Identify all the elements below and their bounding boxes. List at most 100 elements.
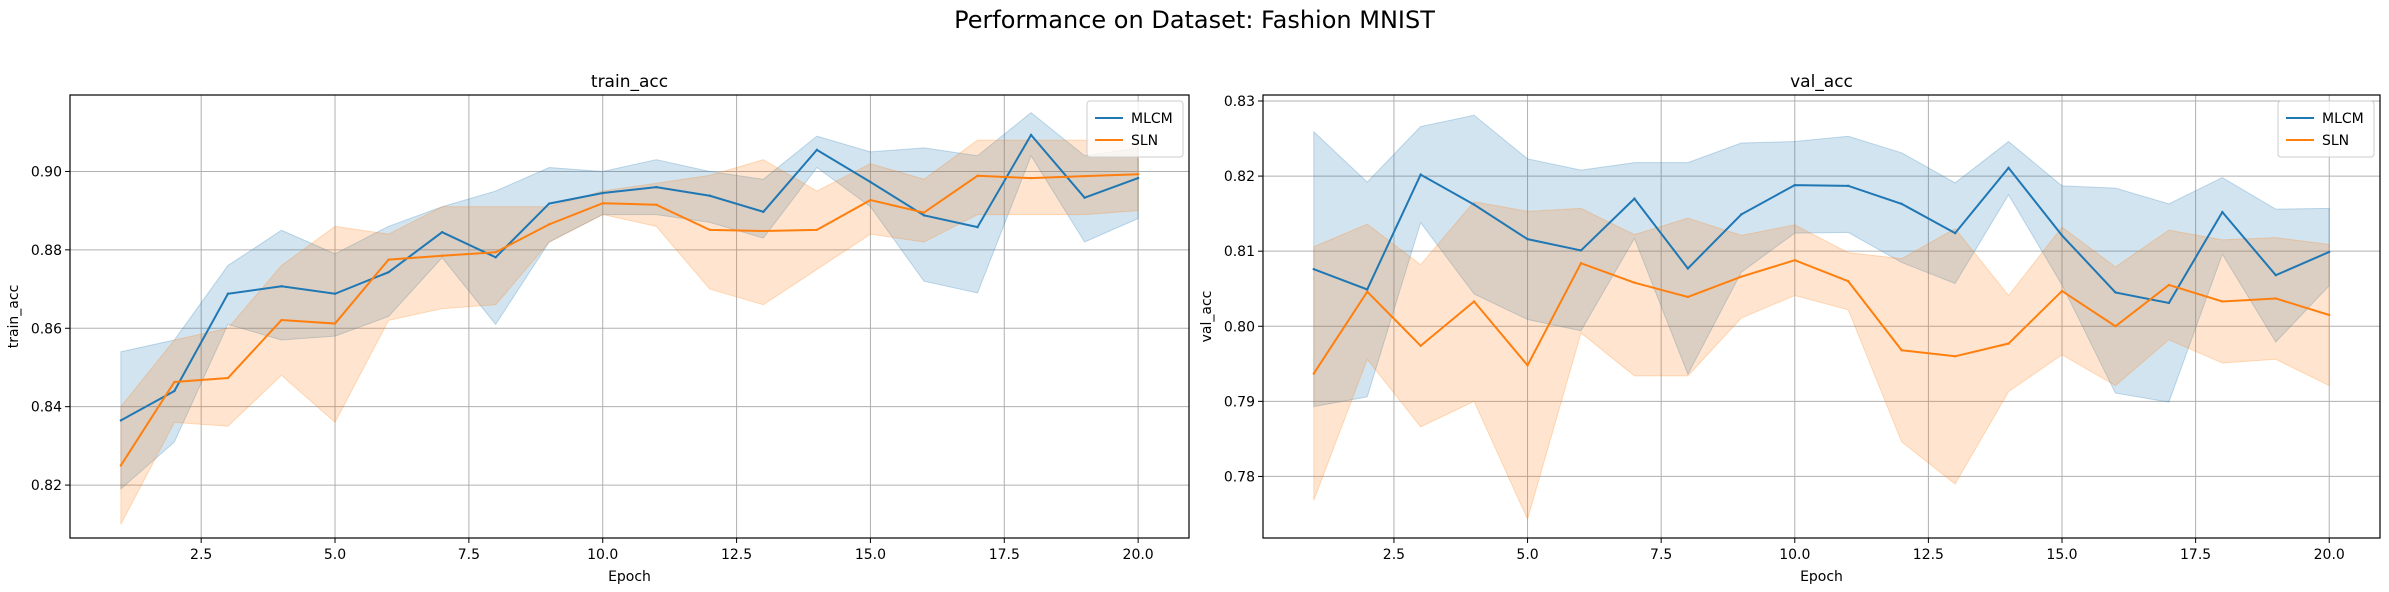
data-point-SLN [655, 203, 658, 206]
data-point-MLCM [869, 180, 872, 184]
y-axis-label: train_acc [6, 285, 22, 349]
x-tick-label: 20.0 [2314, 547, 2345, 563]
data-point-SLN [1472, 300, 1476, 303]
panel-val_acc: 2.5 5.0 7.5 10.0 12.5 15.0 17.5 20.0 0.78 0.79 0.8… [1199, 72, 2381, 585]
data-point-SLN [1419, 344, 1422, 347]
axes-frame [1262, 94, 2381, 539]
data-point-SLN [1029, 176, 1033, 180]
x-tick-label: 10.0 [1779, 547, 1810, 563]
x-tick-label: 15.0 [855, 547, 886, 563]
x-tick-label: 2.5 [1383, 547, 1405, 563]
data-point-MLCM [2274, 274, 2277, 277]
data-point-MLCM [119, 419, 123, 422]
data-point-MLCM [1953, 231, 1957, 235]
series-line-MLCM [1313, 166, 2330, 305]
data-point-MLCM [815, 148, 819, 152]
data-point-SLN [2167, 283, 2171, 287]
data-point-SLN [1793, 258, 1796, 262]
x-tick-label: 2.5 [190, 547, 212, 563]
data-point-MLCM [2060, 234, 2064, 237]
data-point-MLCM [1633, 197, 1636, 200]
x-tick-label: 15.0 [2046, 547, 2077, 563]
data-point-MLCM [280, 285, 283, 288]
legend-label-MLCM: MLCM [1131, 111, 1173, 127]
data-point-SLN [494, 251, 497, 254]
data-point-SLN [2114, 325, 2117, 328]
data-point-SLN [1526, 364, 1529, 367]
x-tick-label: 7.5 [458, 547, 480, 563]
panel-title: val_acc [1790, 72, 1853, 92]
data-point-MLCM [1419, 173, 1422, 176]
legend-label-SLN: SLN [2322, 133, 2349, 149]
band-MLCM [120, 111, 1139, 491]
series-line-SLN [120, 173, 1139, 467]
data-point-SLN [1900, 349, 1903, 352]
y-tick-label: 0.81 [1224, 244, 1255, 260]
data-point-SLN [601, 202, 604, 205]
data-point-MLCM [1366, 288, 1369, 291]
data-point-MLCM [494, 256, 497, 259]
data-point-MLCM [1793, 183, 1796, 187]
data-point-SLN [708, 228, 712, 232]
data-point-SLN [1083, 174, 1086, 178]
series-line-MLCM [120, 133, 1139, 422]
legend-box [2277, 100, 2375, 158]
data-point-SLN [2060, 289, 2064, 293]
x-tick-label: 12.5 [1913, 547, 1944, 563]
series-line-SLN [1312, 259, 2330, 375]
data-point-MLCM [226, 292, 230, 295]
data-point-MLCM [976, 225, 979, 229]
axes-frame [69, 94, 1190, 539]
data-point-SLN [1633, 281, 1636, 284]
y-tick-label: 0.90 [31, 164, 62, 180]
panel-train_acc: 2.5 5.0 7.5 10.0 12.5 15.0 17.5 20.0 0.82 0.84 0.8… [6, 72, 1190, 585]
data-point-SLN [976, 174, 979, 177]
data-point-SLN [387, 258, 390, 261]
data-point-MLCM [1686, 267, 1690, 270]
data-point-MLCM [601, 191, 604, 195]
data-point-SLN [1953, 355, 1957, 358]
legend-box [1086, 100, 1184, 158]
data-point-MLCM [173, 389, 176, 393]
data-point-MLCM [2221, 210, 2224, 214]
data-point-SLN [815, 228, 819, 232]
legend-label-SLN: SLN [1131, 133, 1158, 149]
data-point-MLCM [708, 194, 712, 197]
data-point-MLCM [1083, 196, 1086, 199]
x-tick-label: 20.0 [1123, 547, 1154, 563]
data-point-SLN [922, 211, 926, 214]
y-tick-label: 0.88 [31, 243, 62, 259]
y-tick-label: 0.83 [1224, 94, 1255, 110]
band-MLCM [1313, 114, 2330, 408]
figure-suptitle: Performance on Dataset: Fashion MNIST [954, 6, 1435, 34]
data-point-SLN [2328, 313, 2331, 317]
data-point-MLCM [762, 210, 765, 214]
data-point-MLCM [2114, 291, 2117, 294]
y-tick-label: 0.80 [1224, 319, 1255, 335]
data-point-SLN [440, 254, 444, 257]
y-tick-label: 0.78 [1224, 469, 1255, 485]
x-tick-label: 5.0 [1516, 547, 1538, 563]
data-point-SLN [2274, 297, 2277, 300]
data-point-MLCM [387, 271, 390, 274]
data-point-SLN [333, 322, 337, 325]
x-tick-label: 17.5 [2180, 547, 2211, 563]
data-point-SLN [1740, 275, 1743, 278]
data-point-SLN [1366, 290, 1369, 293]
data-point-MLCM [1029, 133, 1033, 137]
data-point-SLN [1136, 172, 1140, 176]
x-axis-label: Epoch [608, 569, 651, 585]
data-point-MLCM [922, 214, 926, 217]
legend-label-MLCM: MLCM [2322, 111, 2364, 127]
data-point-MLCM [1472, 203, 1476, 206]
y-tick-label: 0.82 [1224, 169, 1255, 185]
data-point-SLN [1847, 280, 1850, 283]
data-point-SLN [280, 318, 283, 322]
data-point-MLCM [1312, 267, 1315, 271]
y-tick-label: 0.82 [31, 478, 62, 494]
data-point-MLCM [440, 231, 444, 234]
data-point-MLCM [2328, 250, 2331, 254]
data-point-MLCM [547, 202, 551, 205]
y-tick-label: 0.84 [31, 400, 62, 416]
